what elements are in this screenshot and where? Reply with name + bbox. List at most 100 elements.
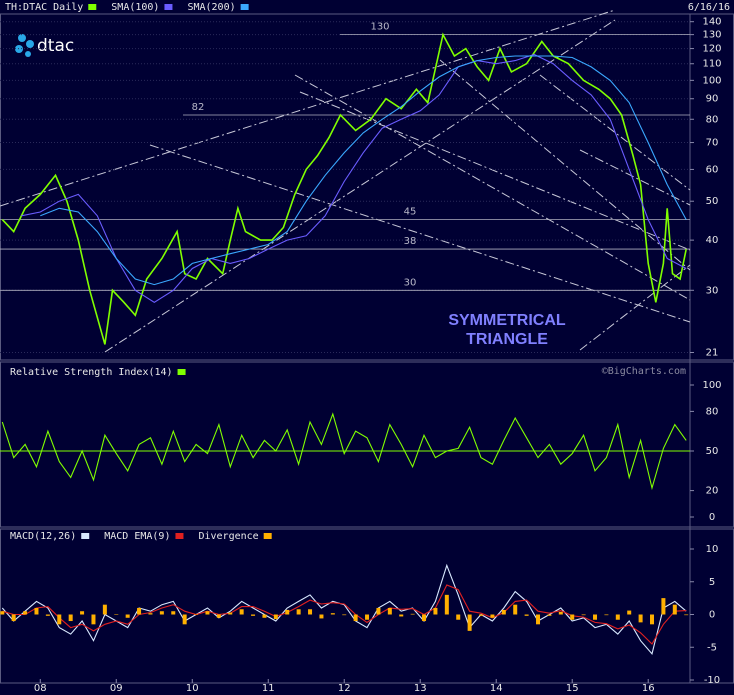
watermark: ©BigCharts.com bbox=[602, 366, 686, 377]
y-tick-label: 10 bbox=[706, 544, 719, 555]
legend-swatch bbox=[177, 369, 186, 375]
y-tick-label: 21 bbox=[706, 347, 719, 358]
divergence-bar bbox=[239, 609, 244, 615]
divergence-bar bbox=[45, 614, 50, 616]
divergence-bar bbox=[444, 594, 449, 615]
trend-line bbox=[439, 59, 691, 271]
divergence-bar bbox=[330, 613, 335, 615]
logo-dot bbox=[26, 40, 34, 48]
logo-dot bbox=[18, 34, 26, 42]
legend-label: TH:DTAC Daily bbox=[5, 2, 83, 13]
trend-line bbox=[579, 149, 691, 206]
divergence-bar bbox=[285, 609, 290, 615]
y-tick-label: 100 bbox=[702, 380, 721, 391]
y-tick-label: 110 bbox=[702, 59, 721, 70]
trend-line bbox=[299, 91, 691, 251]
x-tick-label: 08 bbox=[34, 683, 47, 694]
divergence-bar bbox=[205, 611, 210, 615]
divergence-bar bbox=[615, 614, 620, 620]
divergence-bar bbox=[490, 614, 495, 618]
divergence-bar bbox=[604, 614, 609, 616]
divergence-bar bbox=[593, 614, 598, 620]
divergence-bar bbox=[137, 607, 142, 615]
y-tick-label: -10 bbox=[704, 675, 720, 686]
y-tick-label: 120 bbox=[702, 44, 721, 55]
divergence-bar bbox=[57, 614, 62, 625]
trend-line bbox=[294, 74, 691, 301]
divergence-bar bbox=[558, 611, 563, 615]
price-line bbox=[1, 412, 687, 491]
y-tick-label: 30 bbox=[706, 285, 719, 296]
annotation: TRIANGLE bbox=[466, 331, 548, 348]
y-tick-label: 90 bbox=[706, 94, 719, 105]
divergence-bar bbox=[296, 609, 301, 615]
level-label: 130 bbox=[370, 22, 389, 33]
divergence-bar bbox=[11, 614, 16, 622]
divergence-bar bbox=[433, 607, 438, 615]
level-label: 45 bbox=[404, 207, 417, 218]
y-tick-label: 80 bbox=[706, 114, 719, 125]
divergence-bar bbox=[148, 613, 153, 615]
divergence-bar bbox=[273, 614, 278, 620]
divergence-bar bbox=[80, 611, 85, 615]
divergence-bar bbox=[376, 607, 381, 615]
divergence-bar bbox=[91, 614, 96, 625]
divergence-bar bbox=[353, 614, 358, 622]
divergence-bar bbox=[627, 610, 632, 615]
divergence-bar bbox=[262, 614, 267, 618]
divergence-bar bbox=[456, 614, 461, 620]
divergence-bar bbox=[399, 614, 404, 617]
x-tick-label: 13 bbox=[414, 683, 427, 694]
divergence-bar bbox=[422, 614, 427, 622]
x-tick-label: 14 bbox=[490, 683, 503, 694]
divergence-bar bbox=[581, 614, 586, 616]
level-label: 30 bbox=[404, 277, 417, 288]
divergence-bar bbox=[650, 614, 655, 625]
trend-line bbox=[579, 264, 691, 351]
divergence-bar bbox=[467, 614, 472, 631]
divergence-bar bbox=[479, 614, 484, 616]
indicator-line bbox=[40, 55, 687, 286]
x-tick-label: 10 bbox=[186, 683, 199, 694]
divergence-bar bbox=[570, 614, 575, 620]
y-tick-label: 50 bbox=[706, 446, 719, 457]
divergence-bar bbox=[638, 614, 643, 623]
x-tick-label: 11 bbox=[262, 683, 275, 694]
divergence-bar bbox=[342, 614, 347, 616]
divergence-bar bbox=[684, 614, 689, 616]
legend-label: Divergence bbox=[198, 531, 258, 542]
divergence-bar bbox=[513, 604, 518, 615]
divergence-bar bbox=[114, 614, 119, 615]
logo-text: dtac bbox=[37, 36, 74, 56]
legend-label: SMA(100) bbox=[111, 2, 159, 13]
divergence-bar bbox=[524, 614, 529, 616]
trend-line bbox=[0, 9, 616, 207]
legend-swatch bbox=[81, 533, 90, 539]
divergence-bar bbox=[125, 614, 130, 618]
x-tick-label: 09 bbox=[110, 683, 123, 694]
divergence-bar bbox=[216, 614, 221, 618]
legend-swatch bbox=[164, 4, 173, 10]
divergence-bar bbox=[171, 611, 176, 615]
divergence-bar bbox=[672, 604, 677, 615]
trend-line bbox=[149, 144, 691, 323]
divergence-bar bbox=[159, 611, 164, 615]
divergence-bar bbox=[102, 604, 107, 615]
legend-swatch bbox=[240, 4, 249, 10]
y-tick-label: 0 bbox=[709, 610, 715, 621]
y-tick-label: 60 bbox=[706, 164, 719, 175]
y-tick-label: 0 bbox=[709, 512, 715, 523]
divergence-bar bbox=[308, 609, 313, 615]
legend-label: MACD(12,26) bbox=[10, 531, 76, 542]
legend-label: SMA(200) bbox=[187, 2, 235, 13]
y-tick-label: 140 bbox=[702, 17, 721, 28]
y-tick-label: 130 bbox=[702, 30, 721, 41]
indicator-line bbox=[21, 53, 687, 303]
y-tick-label: 70 bbox=[706, 138, 719, 149]
divergence-bar bbox=[194, 614, 199, 615]
divergence-bar bbox=[547, 614, 552, 616]
divergence-bar bbox=[661, 598, 666, 615]
legend-swatch bbox=[175, 533, 184, 539]
